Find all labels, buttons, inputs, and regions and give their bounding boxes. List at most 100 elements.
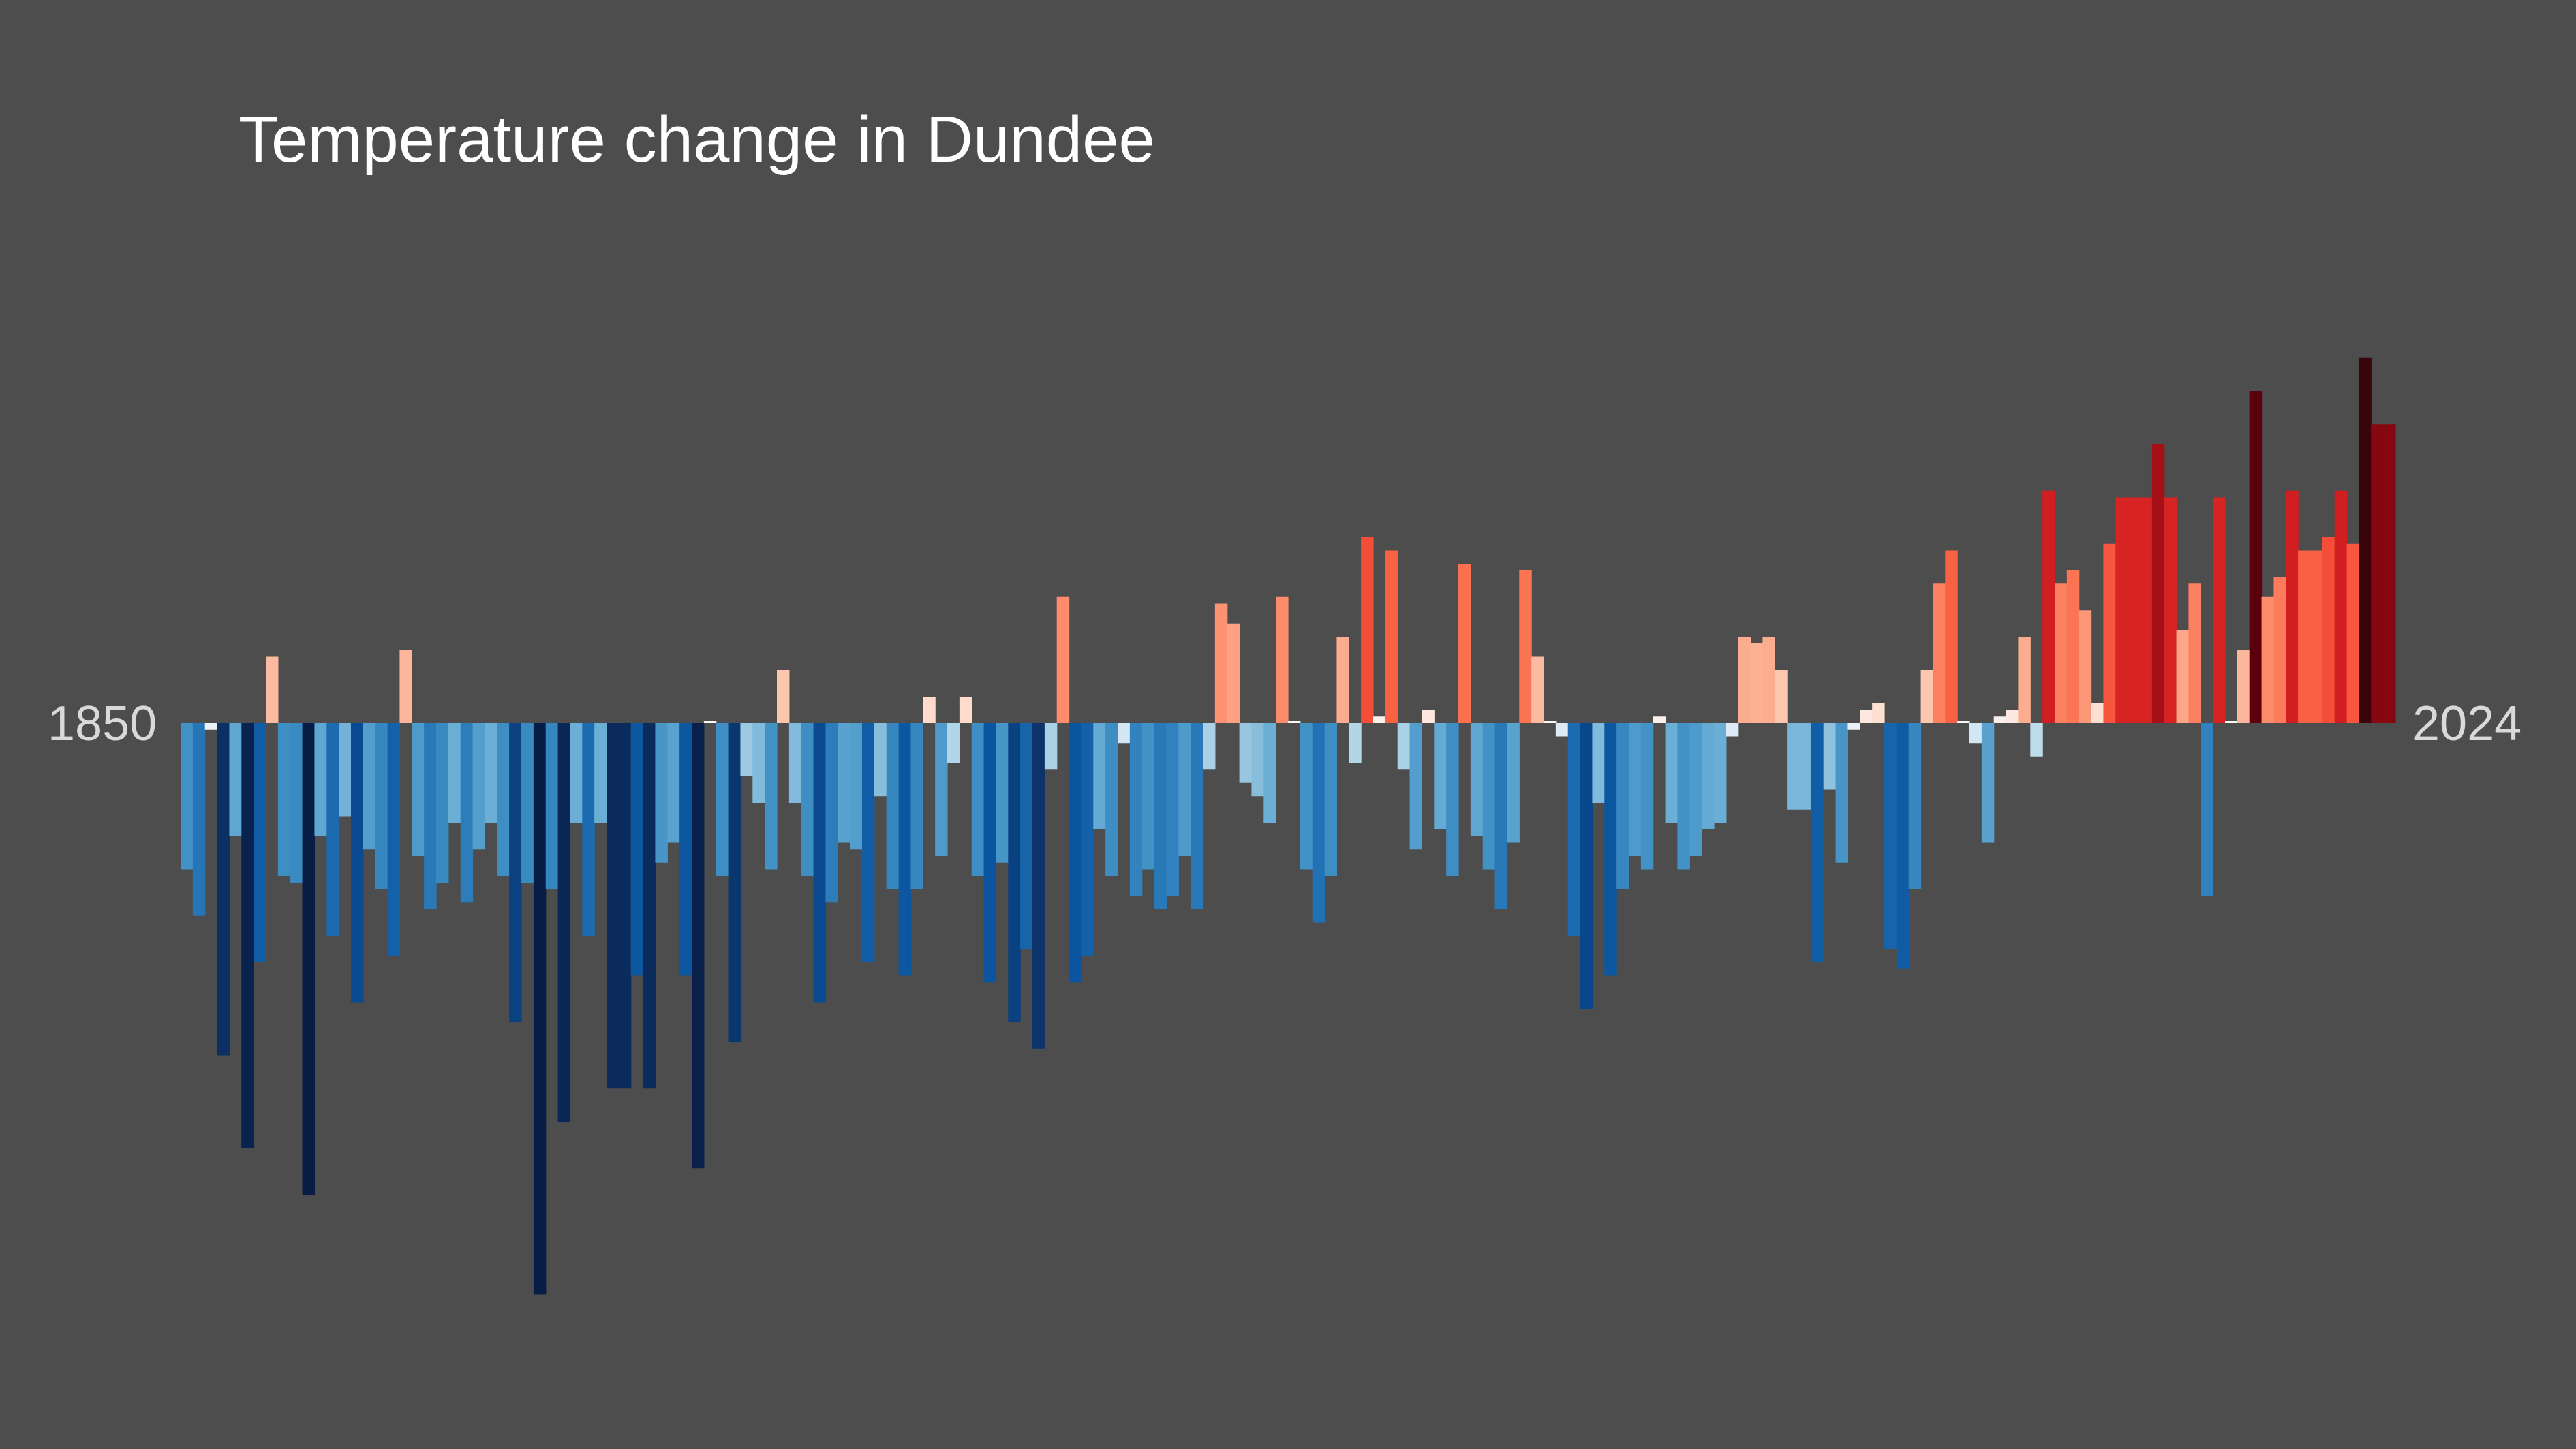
bar-1948 — [1373, 716, 1386, 723]
bar-2008 — [2103, 543, 2116, 723]
bar-1907 — [874, 723, 887, 797]
bar-1952 — [1422, 710, 1435, 723]
bar-1974 — [1689, 723, 1702, 856]
bar-1975 — [1702, 723, 1715, 829]
bar-1977 — [1726, 723, 1739, 737]
bar-2012 — [2151, 444, 2165, 723]
bar-1908 — [886, 723, 900, 889]
bar-1960 — [1519, 570, 1532, 723]
bar-1996 — [1957, 721, 1970, 723]
bar-1938 — [1251, 723, 1264, 797]
bar-1997 — [1969, 723, 1982, 744]
bar-1921 — [1044, 723, 1058, 770]
bar-1950 — [1397, 723, 1411, 770]
bar-2029 — [2359, 357, 2372, 723]
bar-2002 — [2030, 723, 2043, 757]
bar-1951 — [1409, 723, 1423, 850]
bar-1971 — [1653, 716, 1666, 723]
bar-2020 — [2249, 391, 2263, 723]
bar-2023 — [2286, 490, 2299, 723]
bar-2026 — [2322, 537, 2335, 723]
bar-1870 — [424, 723, 437, 909]
bar-2003 — [2042, 490, 2055, 723]
bar-1976 — [1714, 723, 1727, 823]
bar-1983 — [1799, 723, 1812, 810]
bar-1887 — [630, 723, 644, 976]
bar-1884 — [594, 723, 607, 823]
bar-2025 — [2310, 550, 2323, 723]
bar-2018 — [2225, 721, 2238, 723]
bar-1929 — [1141, 723, 1155, 870]
bar-1991 — [1896, 723, 1910, 969]
bar-1928 — [1129, 723, 1143, 896]
bar-2009 — [2115, 497, 2128, 723]
bar-1972 — [1665, 723, 1678, 823]
bar-1968 — [1616, 723, 1629, 889]
bar-1867 — [387, 723, 401, 956]
bar-2022 — [2273, 577, 2286, 723]
bar-2004 — [2055, 583, 2068, 723]
bar-1935 — [1214, 603, 1228, 723]
bar-1875 — [485, 723, 497, 823]
bar-1910 — [910, 723, 923, 889]
bar-1937 — [1239, 723, 1253, 783]
bar-1988 — [1860, 710, 1873, 723]
end-year-label: 2024 — [2412, 697, 2522, 751]
bar-1920 — [1032, 723, 1045, 1049]
bars-group — [181, 357, 2396, 1295]
bar-1888 — [643, 723, 656, 1089]
bar-1998 — [1981, 723, 1995, 843]
bar-1878 — [521, 723, 534, 883]
bar-1896 — [740, 723, 753, 776]
bar-1923 — [1069, 723, 1082, 983]
bar-1861 — [314, 723, 327, 836]
bar-1924 — [1081, 723, 1094, 956]
bar-1885 — [607, 723, 619, 1089]
bar-2014 — [2176, 630, 2190, 723]
bar-1892 — [692, 723, 705, 1169]
bar-2021 — [2261, 596, 2275, 723]
bar-1890 — [667, 723, 680, 843]
bar-1901 — [801, 723, 814, 876]
bar-2030 — [2371, 424, 2384, 723]
bar-2028 — [2346, 543, 2360, 723]
bar-1868 — [399, 650, 412, 723]
bar-1945 — [1336, 637, 1349, 723]
bar-1853 — [217, 723, 230, 1056]
bar-1941 — [1288, 721, 1301, 723]
bar-1859 — [290, 723, 303, 883]
bar-1851 — [192, 723, 206, 916]
bar-1981 — [1775, 670, 1788, 723]
bar-1956 — [1470, 723, 1484, 836]
bar-1902 — [813, 723, 827, 1003]
bar-1957 — [1482, 723, 1496, 870]
bar-1980 — [1762, 637, 1775, 723]
bar-1869 — [412, 723, 425, 856]
bar-1970 — [1640, 723, 1654, 870]
bar-1989 — [1872, 703, 1885, 723]
bar-1931 — [1166, 723, 1179, 896]
bar-2010 — [2128, 497, 2141, 723]
bar-1978 — [1738, 637, 1751, 723]
bar-1873 — [460, 723, 474, 903]
bar-2001 — [2018, 637, 2031, 723]
bar-1919 — [1020, 723, 1033, 949]
bar-1917 — [996, 723, 1009, 863]
bar-1854 — [229, 723, 242, 836]
bar-1871 — [436, 723, 449, 883]
bar-1943 — [1312, 723, 1325, 923]
bar-1906 — [862, 723, 875, 962]
bar-1959 — [1507, 723, 1520, 843]
bar-1898 — [765, 723, 778, 870]
bar-1992 — [1908, 723, 1922, 889]
bar-1936 — [1227, 623, 1240, 723]
bar-1994 — [1933, 583, 1946, 723]
bar-1961 — [1531, 656, 1544, 723]
bar-1882 — [570, 723, 583, 823]
bar-1909 — [898, 723, 912, 976]
bar-1985 — [1823, 723, 1837, 790]
bar-2013 — [2164, 497, 2177, 723]
bar-2005 — [2066, 570, 2080, 723]
